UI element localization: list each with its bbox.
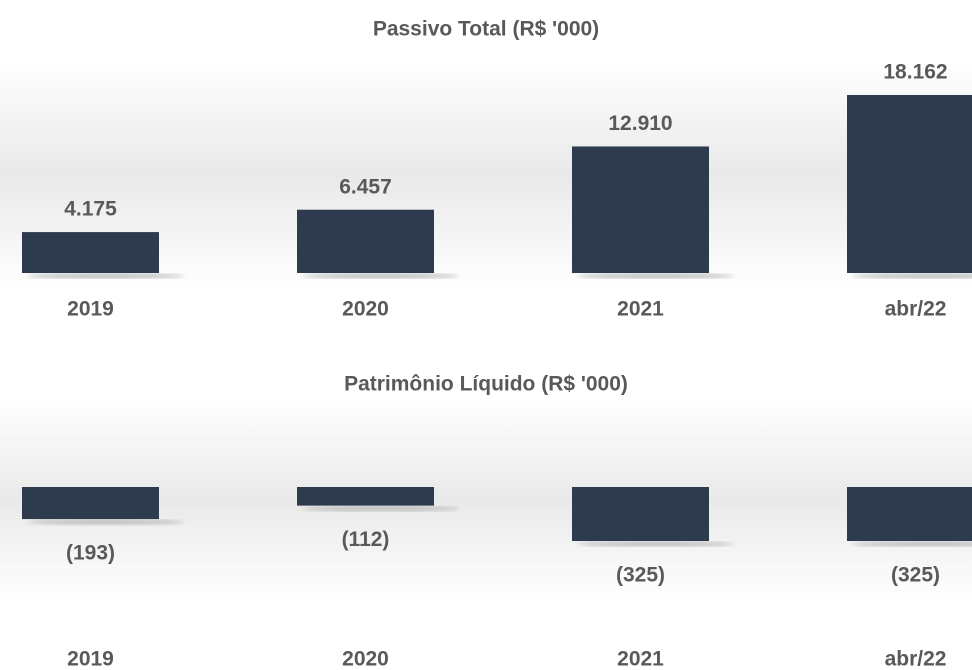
bar — [297, 487, 434, 506]
bar-shadow — [577, 541, 734, 547]
x-tick-label: 2019 — [67, 298, 114, 321]
bar — [297, 209, 434, 273]
bar-shadow — [302, 273, 459, 279]
background-band — [0, 400, 972, 600]
x-tick-label: 2021 — [617, 298, 664, 321]
bar — [572, 487, 709, 541]
chart-title: Passivo Total (R$ '000) — [373, 18, 599, 41]
bar — [847, 95, 972, 273]
bar-shadow — [302, 506, 459, 512]
value-label: (112) — [342, 528, 390, 551]
bar-shadow — [27, 273, 184, 279]
bar — [572, 146, 709, 273]
x-tick-label: abr/22 — [885, 298, 947, 321]
bar-shadow — [852, 541, 972, 547]
x-tick-label: 2020 — [342, 298, 389, 321]
background-band — [0, 60, 972, 290]
value-label: 6.457 — [339, 175, 392, 198]
value-label: (325) — [891, 564, 940, 587]
bar-shadow — [577, 273, 734, 279]
value-label: (325) — [616, 564, 665, 587]
x-tick-label: 2019 — [67, 648, 114, 670]
value-label: 4.175 — [64, 198, 117, 221]
bar — [22, 232, 159, 273]
bar — [22, 487, 159, 520]
value-label: 18.162 — [883, 61, 947, 84]
x-tick-label: 2020 — [342, 648, 389, 670]
bar-shadow — [852, 273, 972, 279]
chart-title: Patrimônio Líquido (R$ '000) — [344, 373, 628, 396]
x-tick-label: 2021 — [617, 648, 664, 670]
bar — [847, 487, 972, 541]
x-tick-label: abr/22 — [885, 648, 947, 670]
value-label: (193) — [66, 542, 115, 565]
bar-shadow — [27, 519, 184, 525]
value-label: 12.910 — [608, 112, 672, 135]
